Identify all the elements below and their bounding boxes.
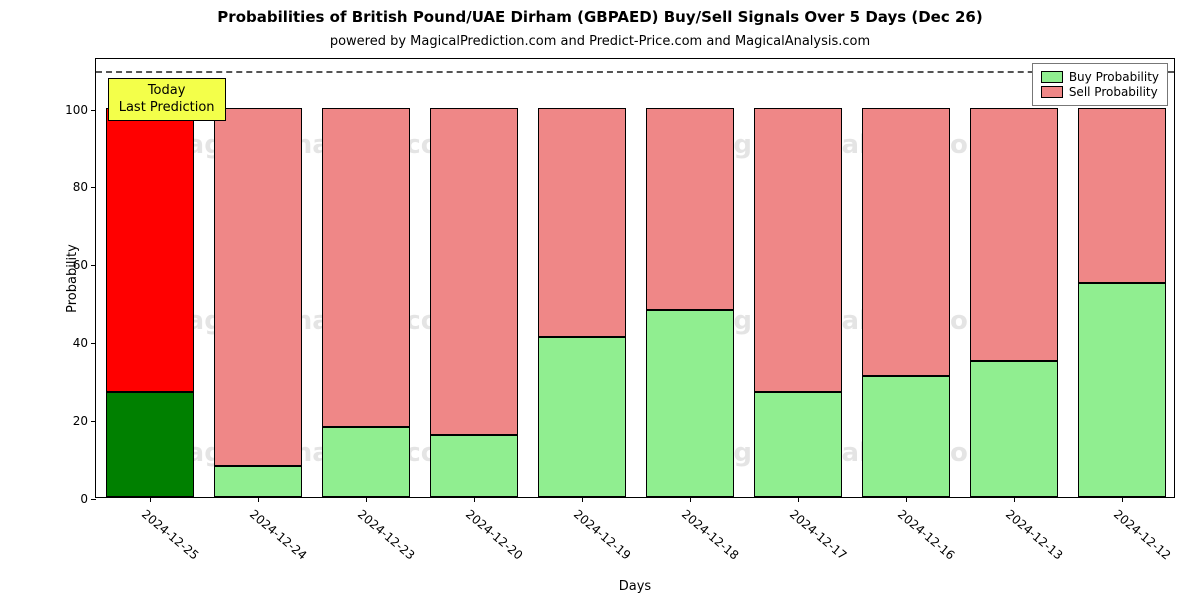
chart-subtitle: powered by MagicalPrediction.com and Pre… (0, 34, 1200, 49)
legend-item: Sell Probability (1041, 85, 1159, 99)
legend-swatch (1041, 71, 1063, 83)
xtick-mark (1014, 497, 1015, 502)
watermark-text: MagicalAnalysis.com (161, 438, 466, 468)
xtick-label: 2024-12-17 (787, 507, 849, 563)
xtick-label: 2024-12-25 (139, 507, 201, 563)
xtick-label: 2024-12-16 (895, 507, 957, 563)
bar-buy (430, 435, 519, 497)
legend-label: Buy Probability (1069, 70, 1159, 84)
xtick-label: 2024-12-12 (1111, 507, 1173, 563)
xtick-mark (474, 497, 475, 502)
bar-slot: 2024-12-24 (214, 59, 303, 497)
bar-sell (754, 108, 843, 392)
bar-buy (322, 427, 411, 497)
bar-slot: 2024-12-17 (754, 59, 843, 497)
y-axis-label: Probability (65, 244, 80, 313)
chart-container: Probabilities of British Pound/UAE Dirha… (0, 0, 1200, 600)
xtick-mark (366, 497, 367, 502)
ytick-label: 20 (73, 414, 96, 428)
legend-item: Buy Probability (1041, 70, 1159, 84)
today-annotation-line1: Today (119, 83, 215, 99)
today-annotation-line2: Last Prediction (119, 100, 215, 116)
bar-sell (322, 108, 411, 427)
bar-sell (1078, 108, 1167, 283)
xtick-mark (258, 497, 259, 502)
legend-swatch (1041, 86, 1063, 98)
bar-slot: 2024-12-25 (106, 59, 195, 497)
x-axis-label: Days (95, 579, 1175, 594)
bar-buy (862, 376, 951, 497)
bar-sell (970, 108, 1059, 361)
bar-sell (214, 108, 303, 466)
xtick-mark (798, 497, 799, 502)
bar-slot: 2024-12-12 (1078, 59, 1167, 497)
xtick-label: 2024-12-13 (1003, 507, 1065, 563)
bar-slot: 2024-12-16 (862, 59, 951, 497)
xtick-label: 2024-12-20 (463, 507, 525, 563)
bar-buy (754, 392, 843, 497)
today-annotation: TodayLast Prediction (108, 78, 226, 121)
xtick-label: 2024-12-23 (355, 507, 417, 563)
xtick-mark (1122, 497, 1123, 502)
xtick-mark (150, 497, 151, 502)
bar-sell (430, 108, 519, 435)
xtick-mark (690, 497, 691, 502)
bar-buy (538, 337, 627, 497)
bar-slot: 2024-12-19 (538, 59, 627, 497)
bar-buy (970, 361, 1059, 497)
legend-label: Sell Probability (1069, 85, 1158, 99)
ytick-label: 100 (65, 103, 96, 117)
bar-sell (538, 108, 627, 338)
bar-sell (646, 108, 735, 310)
watermark-text: MagicalAnalysis.com (161, 130, 466, 160)
bar-sell (106, 108, 195, 392)
bar-buy (1078, 283, 1167, 497)
bar-slot: 2024-12-20 (430, 59, 519, 497)
ytick-label: 60 (73, 258, 96, 272)
ytick-label: 0 (80, 492, 96, 506)
bar-slot: 2024-12-18 (646, 59, 735, 497)
xtick-label: 2024-12-24 (247, 507, 309, 563)
bar-slot: 2024-12-13 (970, 59, 1059, 497)
xtick-mark (906, 497, 907, 502)
xtick-label: 2024-12-19 (571, 507, 633, 563)
plot-area: 020406080100MagicalAnalysis.comMagicalAn… (95, 58, 1175, 498)
ytick-label: 40 (73, 336, 96, 350)
chart-title: Probabilities of British Pound/UAE Dirha… (0, 8, 1200, 26)
bar-buy (106, 392, 195, 497)
bar-slot: 2024-12-23 (322, 59, 411, 497)
bar-sell (862, 108, 951, 377)
watermark-text: MagicalAnalysis.com (161, 306, 466, 336)
bar-buy (214, 466, 303, 497)
legend: Buy ProbabilitySell Probability (1032, 63, 1168, 106)
bar-buy (646, 310, 735, 497)
ytick-label: 80 (73, 180, 96, 194)
xtick-mark (582, 497, 583, 502)
xtick-label: 2024-12-18 (679, 507, 741, 563)
